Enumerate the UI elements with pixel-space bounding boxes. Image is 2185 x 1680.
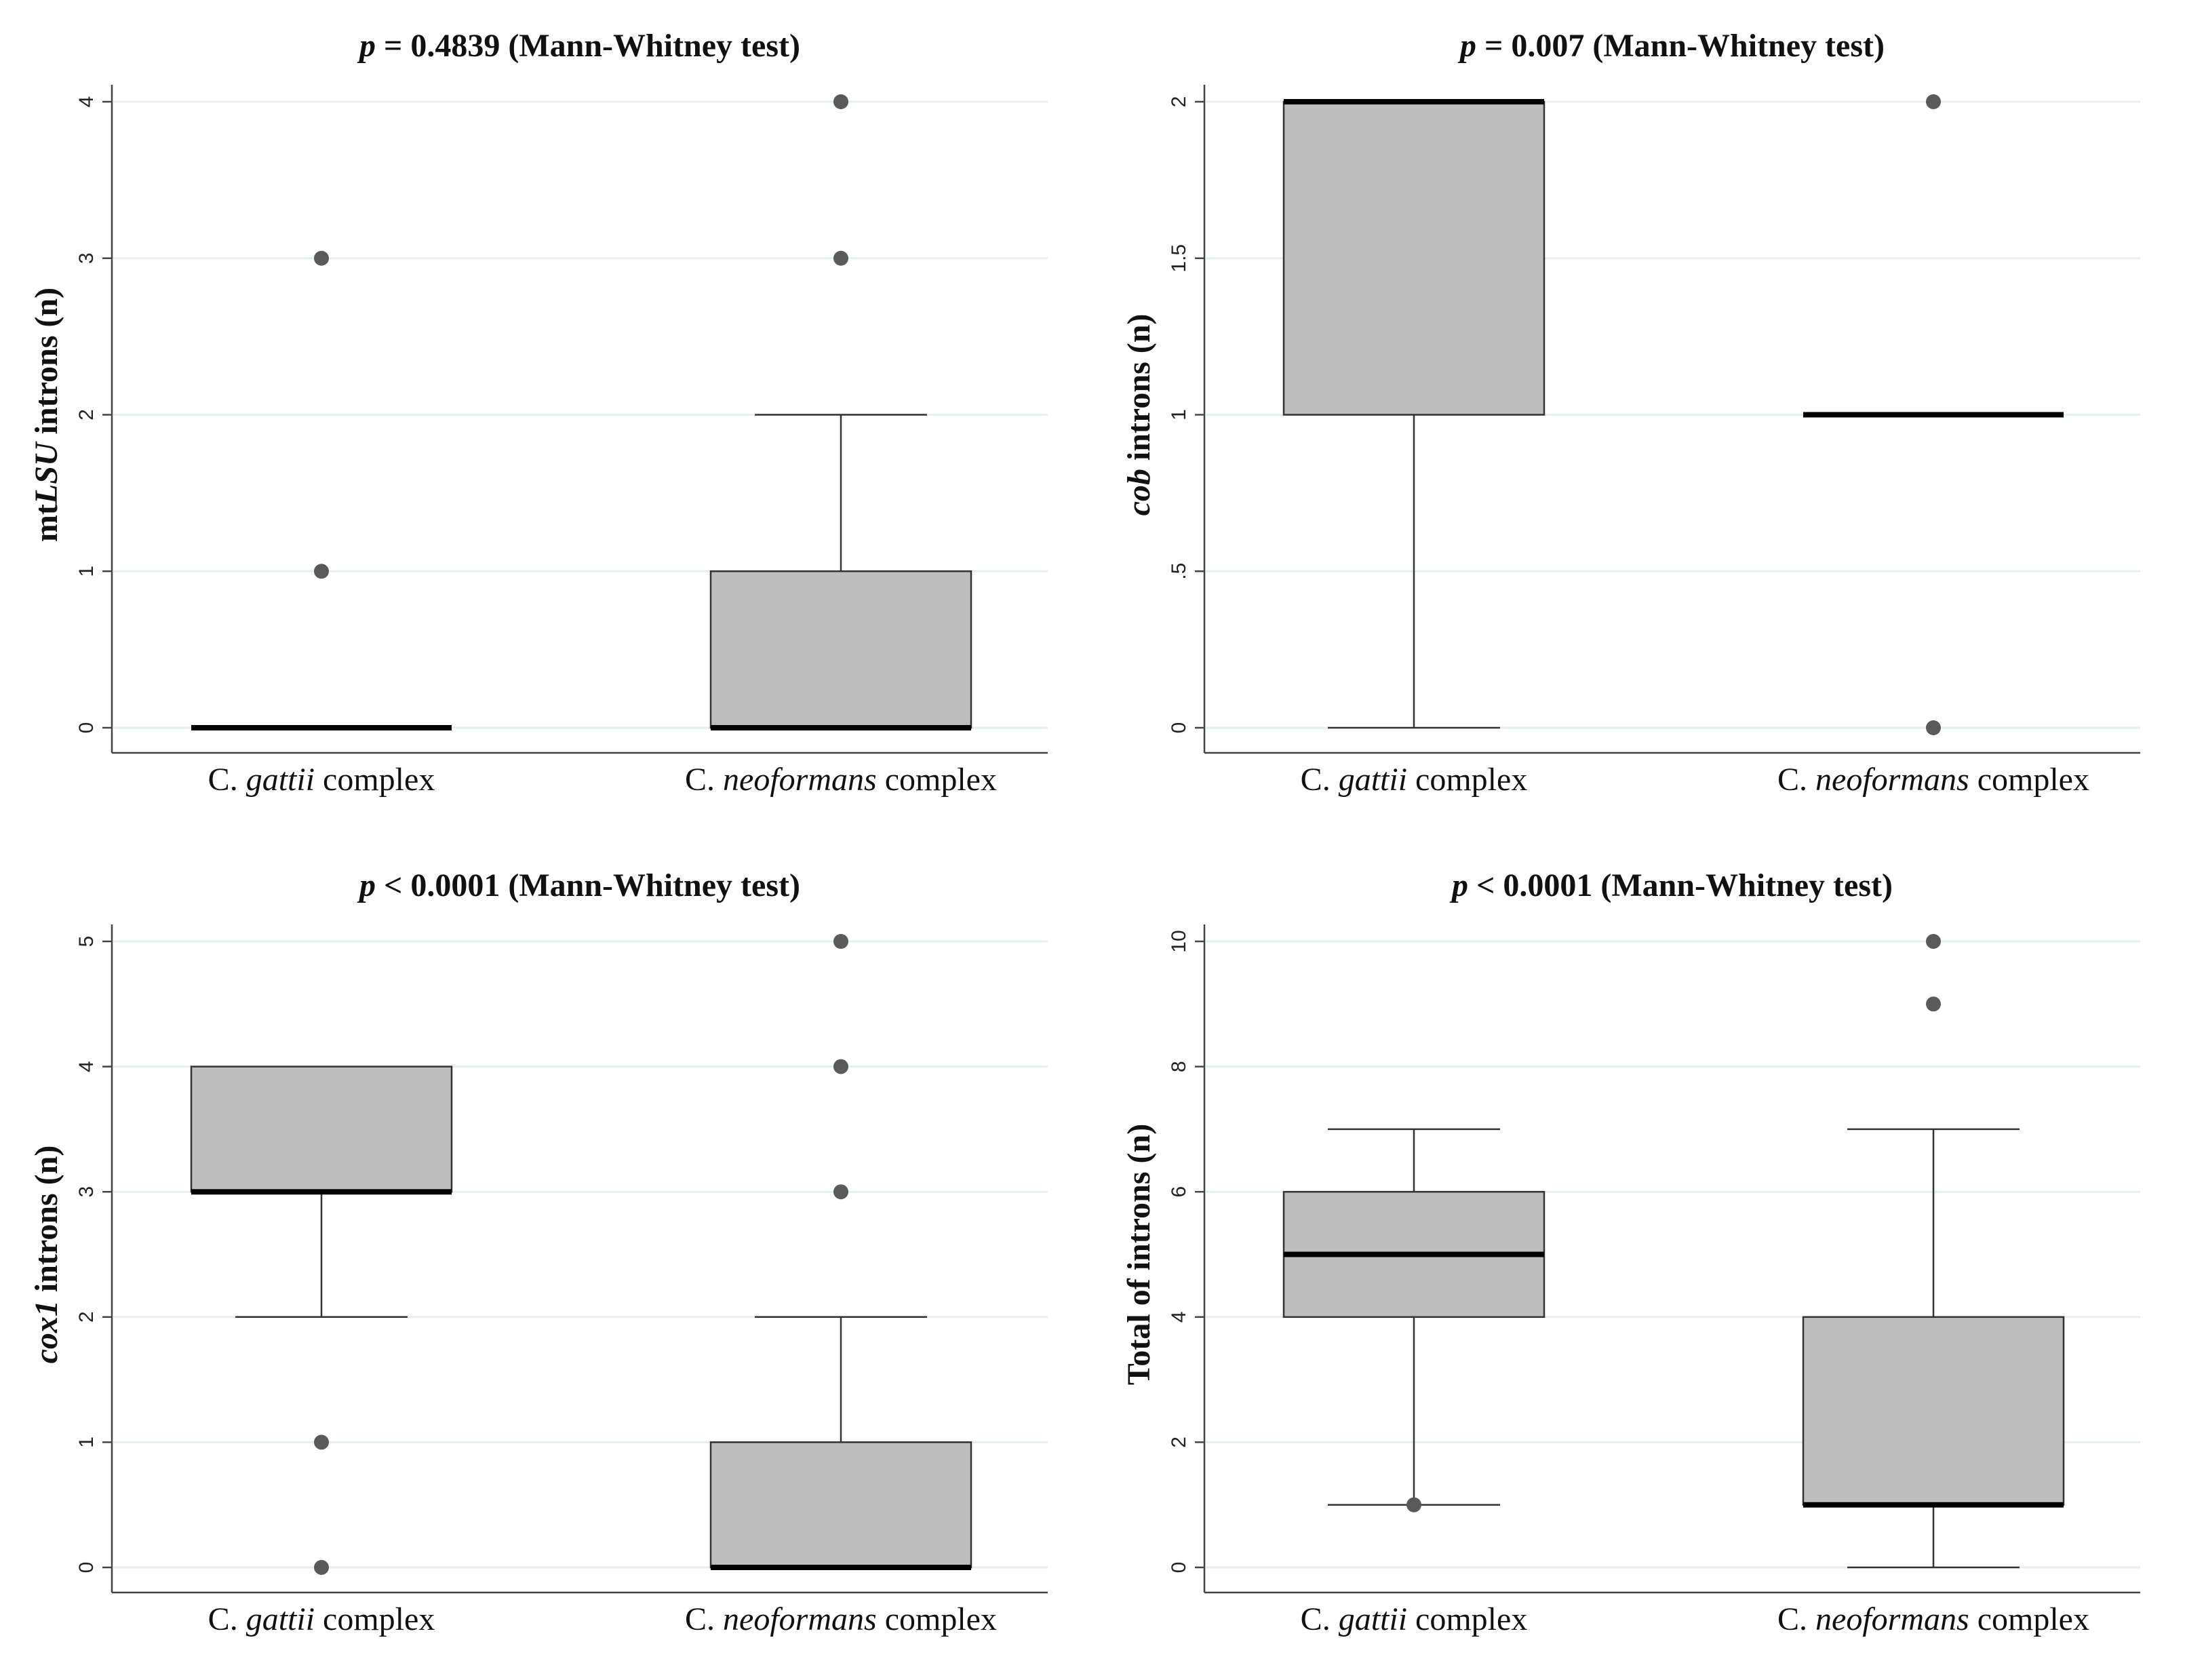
panel-cox1-introns: p < 0.0001 (Mann-Whitney test) 0 1 2 3 4 5 cox1… xyxy=(0,840,1092,1679)
y-axis-label: cob introns (n) xyxy=(1121,314,1157,516)
y-tick-label: 2 xyxy=(75,409,98,421)
iqr-box xyxy=(1802,1316,2065,1506)
outlier-point xyxy=(314,250,329,266)
x-category-label: C. neoformans complex xyxy=(685,1601,997,1637)
outlier-point xyxy=(1926,94,1941,109)
y-tick-label: 4 xyxy=(1168,1311,1190,1323)
y-axis-label: Total of introns (n) xyxy=(1121,1124,1157,1385)
y-tick-label: 0 xyxy=(1168,722,1190,734)
box-group-c-neoformans xyxy=(1803,94,2064,735)
x-category-label: C. gattii complex xyxy=(1301,762,1528,798)
y-tick-label: 2 xyxy=(1168,1437,1190,1448)
x-category-label: C. neoformans complex xyxy=(1777,762,2089,798)
y-tick-label: 4 xyxy=(75,96,98,108)
y-tick-label: 1.5 xyxy=(1168,244,1190,273)
outlier-point xyxy=(833,94,848,109)
y-tick-label: 1 xyxy=(75,566,98,577)
y-tick-label: 4 xyxy=(75,1061,98,1072)
x-category-label: C. gattii complex xyxy=(208,1601,435,1637)
box-group-c-neoformans xyxy=(709,94,972,730)
x-category-label: C. gattii complex xyxy=(208,762,435,798)
y-tick-label: 3 xyxy=(75,252,98,264)
y-tick-label: 0 xyxy=(75,1562,98,1574)
y-tick-label: 1 xyxy=(1168,409,1190,421)
box-group-c-gattii xyxy=(1282,99,1546,729)
outlier-point xyxy=(1926,720,1941,735)
chart-title: p < 0.0001 (Mann-Whitney test) xyxy=(357,867,800,903)
y-axis-label: mtLSU introns (n) xyxy=(28,288,64,542)
x-category-label: C. gattii complex xyxy=(1301,1601,1528,1637)
chart-title: p = 0.4839 (Mann-Whitney test) xyxy=(357,28,800,64)
y-tick-label: 0 xyxy=(1168,1562,1190,1574)
chart-cox1: p < 0.0001 (Mann-Whitney test) 0 1 2 3 4 5 cox1… xyxy=(28,867,1048,1637)
chart-mtlsu: p = 0.4839 (Mann-Whitney test) 0 1 2 3 4 mtLSU… xyxy=(28,28,1048,798)
y-tick-label: 5 xyxy=(75,936,98,948)
panel-total-introns: p < 0.0001 (Mann-Whitney test) 0 2 4 6 8 10 Tot… xyxy=(1092,840,2185,1679)
chart-cob: p = 0.007 (Mann-Whitney test) 0 .5 1 1.5 2 cob… xyxy=(1121,28,2140,798)
y-tick-label: 6 xyxy=(1168,1186,1190,1198)
x-category-label: C. neoformans complex xyxy=(1777,1601,2089,1637)
y-tick-label: 2 xyxy=(75,1311,98,1323)
outlier-point xyxy=(314,1560,329,1575)
outlier-point xyxy=(314,1434,329,1450)
iqr-box xyxy=(709,1441,972,1569)
outlier-point xyxy=(1926,934,1941,949)
outlier-point xyxy=(1926,996,1941,1012)
iqr-box xyxy=(1282,100,1546,416)
box-group-c-neoformans xyxy=(709,934,972,1570)
y-tick-label: 2 xyxy=(1168,96,1190,108)
y-axis-label: cox1 introns (n) xyxy=(28,1146,64,1364)
box-group-c-gattii xyxy=(1282,1128,1546,1512)
box-group-c-gattii xyxy=(190,1066,453,1575)
box-group-c-neoformans xyxy=(1802,934,2065,1569)
x-category-label: C. neoformans complex xyxy=(685,762,997,798)
iqr-box xyxy=(709,570,972,729)
panel-mtlsu-introns: p = 0.4839 (Mann-Whitney test) 0 1 2 3 4 mtLSU… xyxy=(0,0,1092,840)
outlier-point xyxy=(833,250,848,266)
outlier-point xyxy=(833,1059,848,1074)
y-tick-label: 8 xyxy=(1168,1061,1190,1072)
outlier-point xyxy=(1406,1497,1421,1512)
panel-cob-introns: p = 0.007 (Mann-Whitney test) 0 .5 1 1.5 2 cob… xyxy=(1092,0,2185,840)
outlier-point xyxy=(833,1184,848,1200)
outlier-point xyxy=(314,564,329,579)
chart-title: p = 0.007 (Mann-Whitney test) xyxy=(1457,28,1885,64)
outlier-point xyxy=(833,934,848,949)
box-group-c-gattii xyxy=(191,250,452,730)
iqr-box xyxy=(190,1066,453,1193)
y-tick-label: 1 xyxy=(75,1437,98,1448)
chart-total: p < 0.0001 (Mann-Whitney test) 0 2 4 6 8 10 Tot… xyxy=(1121,867,2140,1637)
y-tick-label: .5 xyxy=(1168,563,1190,580)
y-tick-label: 3 xyxy=(75,1186,98,1198)
chart-title: p < 0.0001 (Mann-Whitney test) xyxy=(1449,867,1893,903)
y-tick-label: 0 xyxy=(75,722,98,734)
y-tick-label: 10 xyxy=(1168,930,1190,952)
